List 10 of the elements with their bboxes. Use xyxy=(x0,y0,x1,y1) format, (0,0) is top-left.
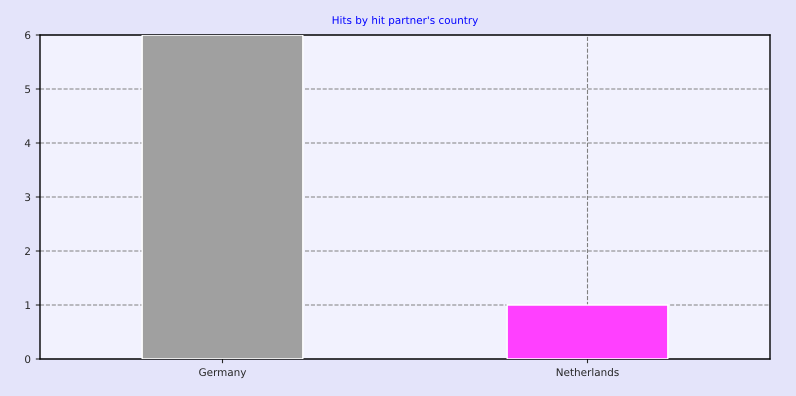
y-tick-label: 3 xyxy=(25,193,30,202)
y-tick-label: 1 xyxy=(25,301,30,309)
y-tick-label: 4 xyxy=(24,139,30,147)
x-tick-label: Germany xyxy=(199,368,246,378)
y-tick-label: 0 xyxy=(25,355,30,364)
y-tick-label: 6 xyxy=(25,31,30,40)
chart-title: Hits by hit partner's country xyxy=(332,16,478,26)
x-tick-label: Netherlands xyxy=(556,368,619,376)
y-tick-label: 2 xyxy=(25,247,30,255)
y-tick-label: 5 xyxy=(25,85,30,94)
